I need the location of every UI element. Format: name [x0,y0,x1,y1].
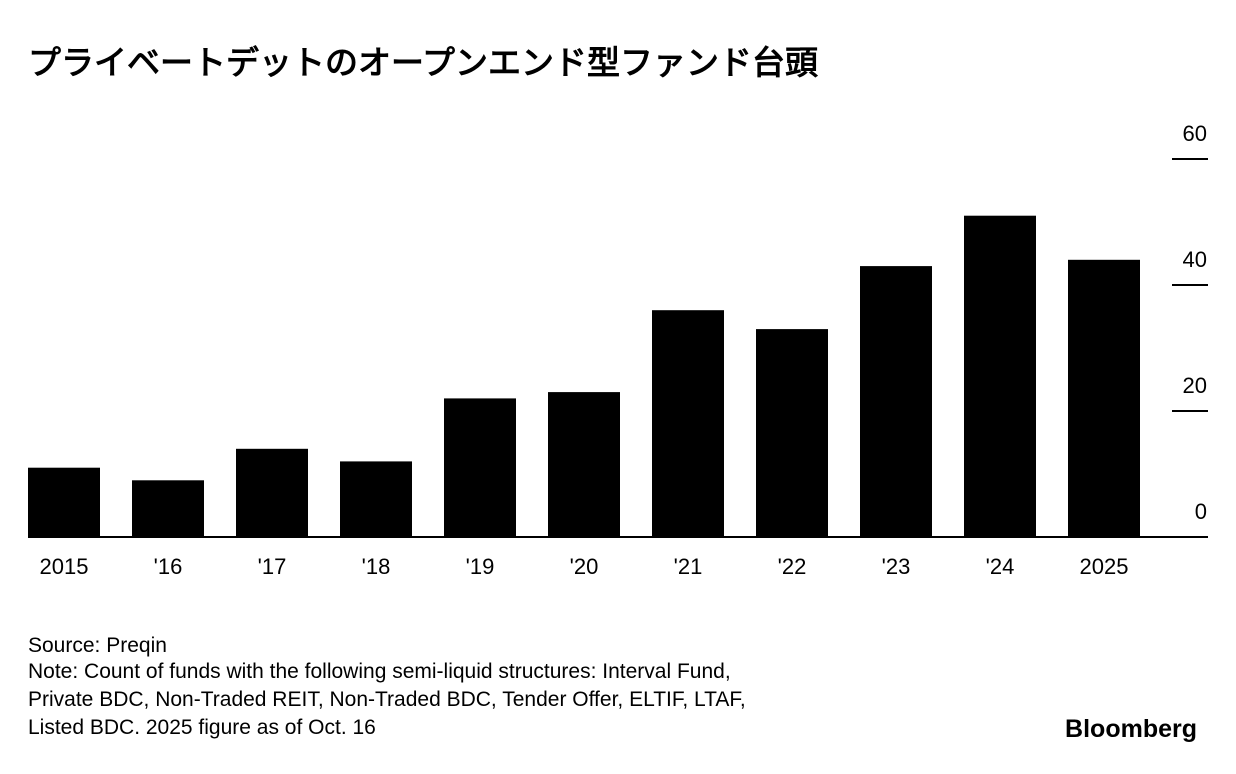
chart-title: プライベートデットのオープンエンド型ファンド台頭 [28,44,819,81]
note: Listed BDC. 2025 figure as of Oct. 16 [28,716,376,739]
y-tick-label: 0 [1195,499,1207,524]
x-tick-label: 2015 [40,554,89,579]
bar [756,329,828,537]
x-tick-label: '21 [674,554,703,579]
note: Private BDC, Non-Traded REIT, Non-Traded… [28,688,746,711]
y-tick-label: 60 [1183,121,1207,146]
y-tick-label: 20 [1183,373,1207,398]
x-tick-label: '16 [154,554,183,579]
bar [652,310,724,537]
x-tick-label: '17 [258,554,287,579]
bar [1068,259,1140,537]
bar [444,398,516,537]
x-tick-label: '24 [986,554,1015,579]
bar [548,392,620,537]
x-tick-label: '20 [570,554,599,579]
x-tick-label: '19 [466,554,495,579]
bar [236,448,308,537]
brand: Bloomberg [1065,715,1197,743]
x-tick-label: '23 [882,554,911,579]
x-tick-label: '18 [362,554,391,579]
bar [28,467,100,537]
note: Note: Count of funds with the following … [28,660,731,683]
bar [340,461,412,537]
x-tick-label: 2025 [1080,554,1129,579]
y-tick-label: 40 [1183,247,1207,272]
bar [132,480,204,537]
x-tick-label: '22 [778,554,807,579]
bar [964,215,1036,537]
bar [860,266,932,537]
source: Source: Preqin [28,634,167,657]
